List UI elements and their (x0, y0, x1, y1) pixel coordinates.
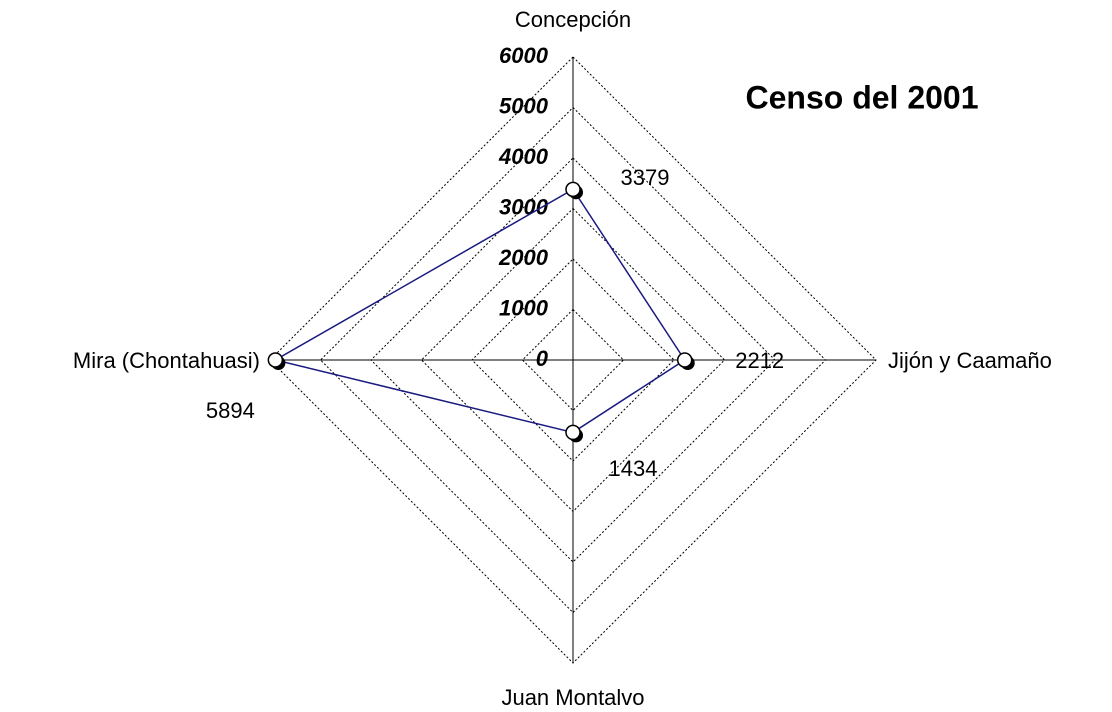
tick-label: 0 (536, 346, 549, 371)
grid-line (370, 157, 776, 563)
tick-label: 3000 (499, 194, 549, 219)
value-label: 1434 (609, 456, 658, 481)
chart-title: Censo del 2001 (746, 79, 979, 115)
tick-label: 1000 (499, 295, 549, 320)
value-label: 5894 (206, 398, 255, 423)
marker (565, 181, 581, 198)
marker (676, 352, 693, 368)
category-label: Mira (Chontahuasi) (73, 348, 260, 373)
value-label: 3379 (621, 165, 670, 190)
marker (565, 424, 581, 441)
data-line (273, 188, 686, 434)
tick-label: 6000 (499, 43, 549, 68)
tick-label: 2000 (498, 245, 549, 270)
category-label: Jijón y Caamaño (888, 348, 1052, 373)
tick-label: 4000 (498, 144, 549, 169)
category-label: Concepción (515, 7, 631, 32)
tick-label: 5000 (499, 93, 549, 118)
category-label: Juan Montalvo (501, 685, 644, 710)
value-label: 2212 (735, 348, 784, 373)
marker (267, 352, 284, 368)
